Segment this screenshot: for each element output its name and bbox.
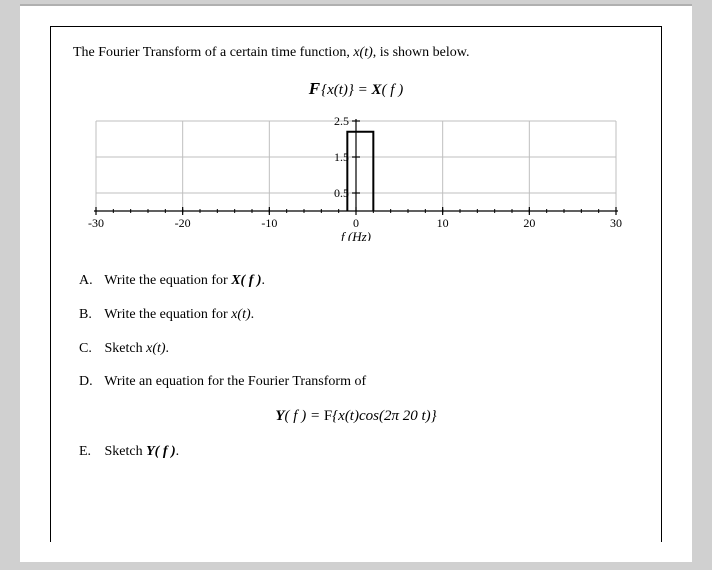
sub-equation: Y( f ) = F{x(t)cos(2π 20 t)}	[73, 404, 639, 430]
question-A: A. Write the equation for X( f ).	[73, 269, 639, 293]
svg-text:-20: -20	[175, 216, 191, 230]
q-E-post: .	[176, 444, 180, 459]
sub-inner: {x(t)cos(2π 20 t)}	[332, 408, 436, 424]
intro-post: , is shown below.	[373, 45, 470, 60]
q-D-text: Write an equation for the Fourier Transf…	[104, 374, 366, 389]
q-label-A: A.	[79, 269, 101, 293]
chart-container: -30-20-1001020300.51.52.5f (Hz)	[73, 111, 639, 241]
eqn-lhs: {x(t)} =	[321, 82, 371, 98]
svg-text:0: 0	[353, 216, 359, 230]
q-B-post: .	[251, 307, 255, 322]
intro-pre: The Fourier Transform of a certain time …	[73, 45, 353, 60]
intro-fn: x(t)	[353, 45, 372, 60]
q-E-sym: Y( f )	[146, 444, 176, 459]
question-C: C. Sketch x(t).	[73, 337, 639, 361]
q-C-sym: x(t)	[146, 341, 165, 356]
intro-text: The Fourier Transform of a certain time …	[73, 45, 639, 61]
eqn-X: X	[372, 82, 382, 98]
q-C-pre: Sketch	[105, 341, 147, 356]
svg-text:10: 10	[437, 216, 449, 230]
q-B-sym: x(t)	[231, 307, 250, 322]
q-C-post: .	[166, 341, 170, 356]
q-E-pre: Sketch	[105, 444, 147, 459]
q-A-sym: X( f )	[231, 273, 261, 288]
svg-text:20: 20	[523, 216, 535, 230]
question-D: D. Write an equation for the Fourier Tra…	[73, 370, 639, 394]
svg-text:f (Hz): f (Hz)	[341, 229, 371, 241]
q-label-B: B.	[79, 303, 101, 327]
q-A-pre: Write the equation for	[104, 273, 231, 288]
sub-arg: ( f ) =	[285, 408, 324, 424]
svg-text:-10: -10	[261, 216, 277, 230]
svg-text:2.5: 2.5	[334, 114, 349, 128]
main-equation: F{x(t)} = X( f )	[73, 79, 639, 99]
q-label-C: C.	[79, 337, 101, 361]
svg-text:30: 30	[610, 216, 622, 230]
script-F: F	[309, 79, 320, 98]
question-B: B. Write the equation for x(t).	[73, 303, 639, 327]
page-background: The Fourier Transform of a certain time …	[20, 4, 692, 562]
q-B-pre: Write the equation for	[104, 307, 231, 322]
q-label-E: E.	[79, 440, 101, 464]
fourier-chart: -30-20-1001020300.51.52.5f (Hz)	[76, 111, 636, 241]
content-frame: The Fourier Transform of a certain time …	[50, 26, 662, 542]
sub-Y: Y	[275, 408, 284, 424]
q-A-post: .	[262, 273, 266, 288]
question-list: A. Write the equation for X( f ). B. Wri…	[73, 269, 639, 463]
q-label-D: D.	[79, 370, 101, 394]
sub-script-F: F	[324, 408, 332, 424]
question-E: E. Sketch Y( f ).	[73, 440, 639, 464]
svg-text:-30: -30	[88, 216, 104, 230]
eqn-arg: ( f )	[382, 82, 404, 98]
